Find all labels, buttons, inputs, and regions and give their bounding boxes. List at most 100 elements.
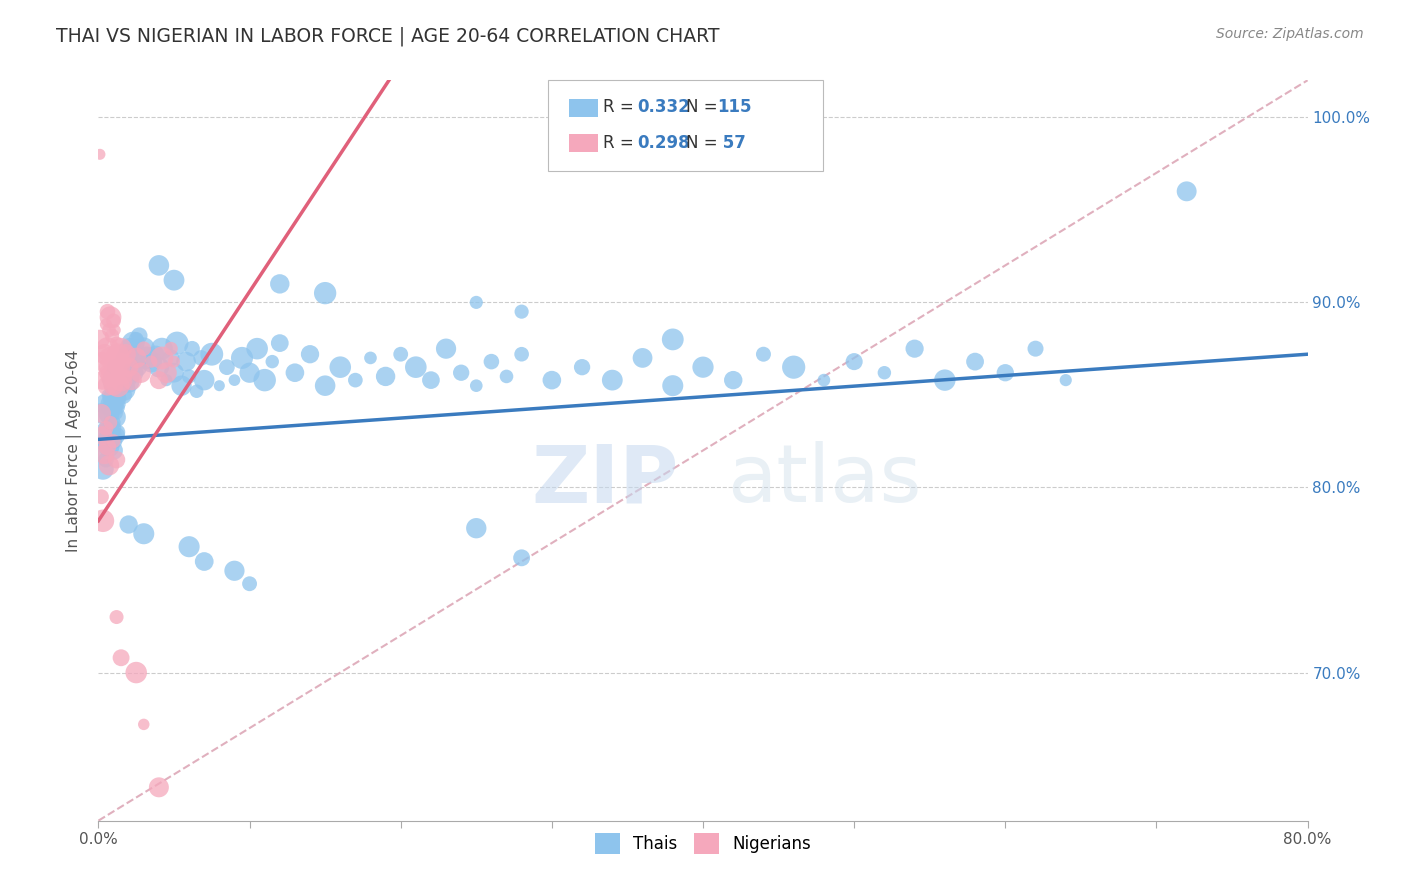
- Point: [179, 369, 201, 384]
- Point: [94, 318, 117, 332]
- Point: [148, 373, 170, 387]
- Point: [108, 397, 131, 411]
- Point: [314, 378, 336, 392]
- Point: [100, 351, 122, 365]
- Point: [510, 550, 533, 565]
- Point: [262, 354, 284, 368]
- Point: [107, 378, 129, 392]
- Point: [110, 366, 132, 380]
- Point: [93, 447, 115, 461]
- Point: [114, 351, 136, 365]
- Point: [93, 421, 115, 435]
- Point: [98, 407, 121, 421]
- Point: [103, 443, 125, 458]
- Point: [994, 366, 1017, 380]
- Text: 115: 115: [717, 98, 752, 116]
- Point: [112, 354, 135, 368]
- Point: [118, 360, 141, 375]
- Point: [96, 304, 118, 318]
- Point: [389, 347, 412, 361]
- Point: [160, 351, 183, 365]
- Point: [150, 351, 173, 365]
- Point: [104, 434, 127, 449]
- Point: [540, 373, 562, 387]
- Point: [193, 373, 215, 387]
- Point: [89, 332, 111, 346]
- Text: R =: R =: [603, 98, 640, 116]
- Point: [103, 366, 125, 380]
- Point: [723, 373, 745, 387]
- Point: [124, 366, 146, 380]
- Point: [148, 360, 170, 375]
- Point: [692, 360, 714, 375]
- Point: [190, 351, 212, 365]
- Point: [661, 378, 683, 392]
- Point: [450, 366, 472, 380]
- Point: [135, 351, 157, 365]
- Point: [166, 336, 188, 351]
- Point: [510, 304, 533, 318]
- Point: [465, 521, 488, 535]
- Point: [118, 347, 141, 361]
- Point: [631, 351, 654, 365]
- Point: [110, 650, 132, 665]
- Point: [93, 347, 115, 361]
- Point: [90, 490, 112, 504]
- Point: [111, 388, 134, 402]
- Point: [125, 665, 148, 680]
- Point: [170, 378, 193, 392]
- Point: [215, 360, 238, 375]
- Point: [98, 323, 121, 337]
- Point: [602, 373, 624, 387]
- Point: [284, 366, 307, 380]
- Point: [208, 378, 231, 392]
- Point: [174, 354, 197, 368]
- Point: [186, 384, 208, 399]
- Point: [105, 369, 128, 384]
- Point: [104, 323, 127, 337]
- Point: [253, 373, 276, 387]
- Point: [661, 332, 683, 346]
- Point: [98, 378, 121, 392]
- Point: [105, 610, 128, 624]
- Point: [465, 378, 488, 392]
- Point: [112, 369, 135, 384]
- Point: [91, 373, 114, 387]
- Point: [90, 354, 112, 368]
- Point: [91, 462, 114, 476]
- Point: [101, 369, 124, 384]
- Point: [98, 458, 121, 473]
- Point: [571, 360, 593, 375]
- Point: [105, 378, 128, 392]
- Point: [934, 373, 956, 387]
- Text: R =: R =: [603, 134, 640, 152]
- Point: [100, 310, 122, 325]
- Point: [360, 351, 382, 365]
- Point: [96, 378, 118, 392]
- Point: [114, 347, 136, 361]
- Point: [465, 295, 488, 310]
- Point: [107, 373, 129, 387]
- Point: [163, 354, 186, 368]
- Point: [314, 286, 336, 301]
- Point: [1054, 373, 1077, 387]
- Text: 0.332: 0.332: [637, 98, 690, 116]
- Point: [100, 428, 122, 442]
- Point: [110, 392, 132, 406]
- Point: [105, 336, 128, 351]
- Point: [105, 452, 128, 467]
- Point: [495, 369, 517, 384]
- Point: [148, 258, 170, 272]
- Point: [150, 342, 173, 356]
- Point: [115, 373, 138, 387]
- Point: [125, 332, 148, 346]
- Point: [103, 392, 125, 406]
- Point: [752, 347, 775, 361]
- Point: [118, 517, 141, 532]
- Point: [122, 336, 145, 351]
- Point: [129, 366, 152, 380]
- Point: [201, 347, 224, 361]
- Point: [110, 342, 132, 356]
- Text: 0.298: 0.298: [637, 134, 689, 152]
- Point: [100, 416, 122, 430]
